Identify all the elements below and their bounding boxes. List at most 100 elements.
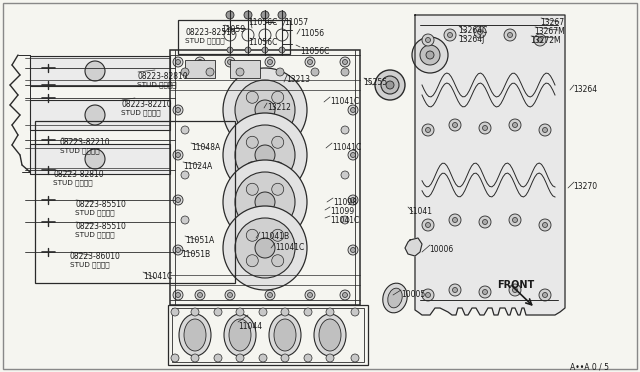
- Circle shape: [206, 68, 214, 76]
- Circle shape: [246, 209, 259, 221]
- Circle shape: [171, 308, 179, 316]
- Circle shape: [272, 229, 284, 241]
- Circle shape: [422, 34, 434, 46]
- Circle shape: [543, 128, 547, 132]
- Circle shape: [351, 354, 359, 362]
- Circle shape: [539, 219, 551, 231]
- Text: 13267M: 13267M: [534, 27, 564, 36]
- Circle shape: [351, 108, 355, 112]
- Text: 13272M: 13272M: [530, 36, 561, 45]
- Circle shape: [173, 57, 183, 67]
- Ellipse shape: [274, 319, 296, 351]
- Circle shape: [227, 60, 232, 64]
- Circle shape: [348, 195, 358, 205]
- Text: 11051A: 11051A: [185, 236, 214, 245]
- Circle shape: [265, 290, 275, 300]
- Ellipse shape: [224, 314, 256, 356]
- Circle shape: [342, 60, 348, 64]
- Circle shape: [223, 160, 307, 244]
- Text: 11024A: 11024A: [183, 162, 212, 171]
- Circle shape: [259, 354, 267, 362]
- Text: 11041C: 11041C: [275, 243, 304, 252]
- Circle shape: [272, 209, 284, 221]
- Text: 11056C: 11056C: [248, 18, 277, 27]
- Text: 08223-82210: 08223-82210: [121, 100, 172, 109]
- Circle shape: [479, 216, 491, 228]
- Text: 08223-86010: 08223-86010: [70, 252, 121, 261]
- Ellipse shape: [383, 283, 407, 313]
- Circle shape: [381, 76, 399, 94]
- Circle shape: [235, 218, 295, 278]
- Circle shape: [479, 286, 491, 298]
- Circle shape: [281, 308, 289, 316]
- Bar: [170, 50, 360, 305]
- Circle shape: [246, 117, 259, 129]
- Circle shape: [326, 308, 334, 316]
- Circle shape: [351, 308, 359, 316]
- Text: A••A 0 / 5: A••A 0 / 5: [570, 362, 609, 371]
- Text: 13212: 13212: [267, 103, 291, 112]
- Text: 13264C: 13264C: [458, 26, 488, 35]
- Circle shape: [452, 288, 458, 292]
- Circle shape: [452, 218, 458, 222]
- Circle shape: [307, 60, 312, 64]
- Circle shape: [509, 214, 521, 226]
- Circle shape: [543, 222, 547, 228]
- Circle shape: [246, 229, 259, 241]
- Text: 11044: 11044: [238, 322, 262, 331]
- Circle shape: [279, 47, 285, 53]
- Text: STUD スタッド: STUD スタッド: [185, 37, 225, 44]
- Circle shape: [412, 37, 448, 73]
- Text: 10006: 10006: [429, 245, 453, 254]
- Circle shape: [538, 38, 543, 42]
- Circle shape: [175, 198, 180, 202]
- Bar: [30, 100, 170, 130]
- Bar: [230, 60, 260, 78]
- Circle shape: [227, 47, 233, 53]
- Text: 11057: 11057: [284, 18, 308, 27]
- Circle shape: [272, 117, 284, 129]
- Circle shape: [539, 124, 551, 136]
- Circle shape: [422, 219, 434, 231]
- Circle shape: [171, 354, 179, 362]
- Bar: [185, 60, 215, 78]
- Circle shape: [246, 255, 259, 267]
- Circle shape: [513, 122, 518, 128]
- Circle shape: [539, 289, 551, 301]
- Circle shape: [305, 290, 315, 300]
- Circle shape: [375, 70, 405, 100]
- Text: 13213: 13213: [286, 75, 310, 84]
- Circle shape: [304, 308, 312, 316]
- Circle shape: [235, 125, 295, 185]
- Text: 13264: 13264: [573, 85, 597, 94]
- Circle shape: [198, 292, 202, 298]
- Circle shape: [246, 162, 259, 174]
- Circle shape: [255, 238, 275, 258]
- Circle shape: [386, 81, 394, 89]
- Text: 11041C: 11041C: [330, 97, 359, 106]
- Circle shape: [195, 57, 205, 67]
- Circle shape: [449, 119, 461, 131]
- Circle shape: [483, 125, 488, 131]
- Circle shape: [246, 136, 259, 148]
- Ellipse shape: [314, 314, 346, 356]
- Circle shape: [175, 153, 180, 157]
- Circle shape: [246, 91, 259, 103]
- Ellipse shape: [179, 314, 211, 356]
- Text: 11041C: 11041C: [332, 143, 361, 152]
- Text: STUD スタッド: STUD スタッド: [137, 81, 177, 88]
- Bar: [178, 20, 290, 54]
- Circle shape: [477, 29, 483, 35]
- Circle shape: [426, 222, 431, 228]
- Text: 08223-82510: 08223-82510: [185, 28, 236, 37]
- Circle shape: [181, 126, 189, 134]
- Circle shape: [534, 34, 546, 46]
- Circle shape: [175, 60, 180, 64]
- Circle shape: [235, 172, 295, 232]
- Circle shape: [342, 292, 348, 298]
- Text: 11059: 11059: [221, 25, 245, 34]
- Text: 13264J: 13264J: [458, 35, 484, 44]
- Circle shape: [410, 244, 416, 250]
- Circle shape: [483, 219, 488, 224]
- Circle shape: [281, 354, 289, 362]
